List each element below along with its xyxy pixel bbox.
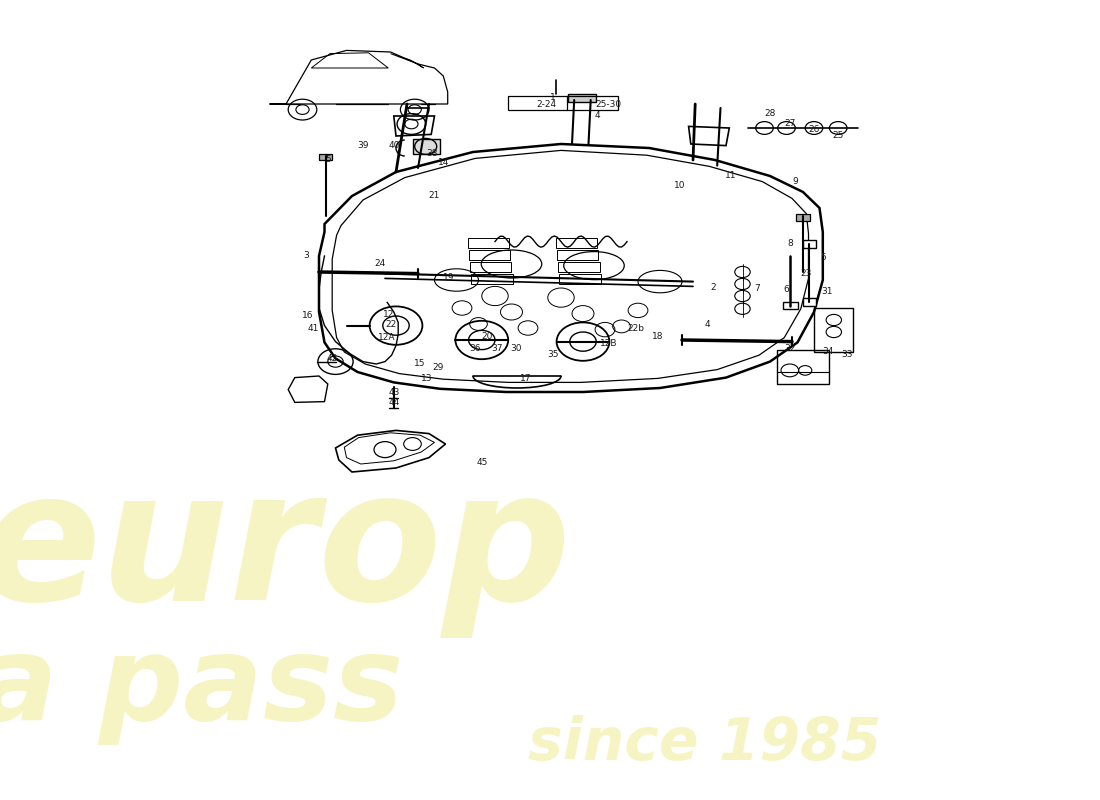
Text: 3: 3	[302, 251, 309, 261]
Bar	[814, 308, 852, 352]
Text: 34: 34	[823, 346, 834, 356]
Bar	[468, 238, 509, 248]
Bar	[558, 262, 600, 272]
Text: 22b: 22b	[627, 324, 645, 334]
Text: 1: 1	[550, 93, 557, 102]
Text: 9: 9	[792, 177, 799, 186]
Text: 6: 6	[783, 285, 790, 294]
Text: 18: 18	[652, 332, 663, 342]
Text: 36: 36	[470, 344, 481, 354]
Bar	[470, 262, 512, 272]
Text: 25: 25	[833, 131, 844, 141]
Text: 15: 15	[415, 358, 426, 368]
Text: 29: 29	[432, 362, 443, 372]
Bar	[796, 214, 810, 221]
Circle shape	[756, 122, 773, 134]
Circle shape	[826, 326, 842, 338]
Text: 45: 45	[476, 458, 487, 467]
Text: 12B: 12B	[600, 338, 617, 348]
Text: 17: 17	[520, 374, 531, 383]
Bar	[568, 94, 596, 102]
Text: 33: 33	[842, 350, 852, 359]
Text: 41: 41	[308, 324, 319, 334]
Text: 24: 24	[374, 258, 385, 268]
Text: 40: 40	[388, 141, 399, 150]
Circle shape	[829, 122, 847, 134]
Text: 11: 11	[725, 171, 736, 181]
Text: 10: 10	[674, 181, 685, 190]
Bar	[559, 274, 601, 284]
Bar	[777, 350, 829, 384]
Bar	[783, 302, 798, 309]
Bar	[319, 154, 332, 160]
Text: 32: 32	[784, 344, 795, 354]
Text: 43: 43	[388, 388, 399, 398]
Text: 42: 42	[327, 354, 338, 363]
Bar	[508, 96, 618, 110]
Text: 13: 13	[421, 374, 432, 383]
Text: a pass: a pass	[0, 630, 404, 745]
Text: 28: 28	[764, 109, 776, 118]
Text: 23: 23	[801, 269, 812, 278]
Text: 16: 16	[302, 310, 313, 320]
Bar	[557, 250, 598, 260]
Text: 4: 4	[704, 320, 711, 330]
Text: 5: 5	[820, 253, 826, 262]
Text: 7: 7	[754, 284, 760, 294]
Text: 31: 31	[822, 286, 833, 296]
Text: 30: 30	[510, 344, 521, 354]
Text: since 1985: since 1985	[528, 715, 881, 772]
Text: 12A: 12A	[378, 333, 396, 342]
Text: 21: 21	[429, 191, 440, 201]
Text: 44: 44	[388, 398, 399, 407]
Bar	[803, 298, 816, 306]
Text: 4: 4	[594, 110, 601, 120]
Text: 5: 5	[324, 155, 331, 165]
Circle shape	[826, 314, 842, 326]
Bar	[469, 250, 510, 260]
Text: 8: 8	[786, 238, 793, 248]
Text: 37: 37	[492, 344, 503, 354]
Bar	[471, 274, 513, 284]
Text: 27: 27	[784, 118, 795, 128]
Text: 22: 22	[385, 320, 396, 330]
Text: 14: 14	[438, 158, 449, 167]
Bar	[803, 240, 816, 248]
Bar	[556, 238, 597, 248]
Text: 25-30: 25-30	[595, 100, 621, 110]
Text: 38: 38	[427, 149, 438, 158]
Text: europ: europ	[0, 462, 571, 638]
Text: 26: 26	[808, 125, 820, 134]
Text: 19: 19	[443, 273, 454, 282]
Circle shape	[778, 122, 795, 134]
Text: 39: 39	[358, 141, 368, 150]
Text: 35: 35	[548, 350, 559, 359]
Text: 12: 12	[383, 310, 394, 319]
Text: 2: 2	[710, 282, 716, 292]
Bar	[412, 139, 440, 154]
Text: 2-24: 2-24	[537, 100, 557, 110]
Text: 20: 20	[482, 332, 493, 342]
Circle shape	[805, 122, 823, 134]
